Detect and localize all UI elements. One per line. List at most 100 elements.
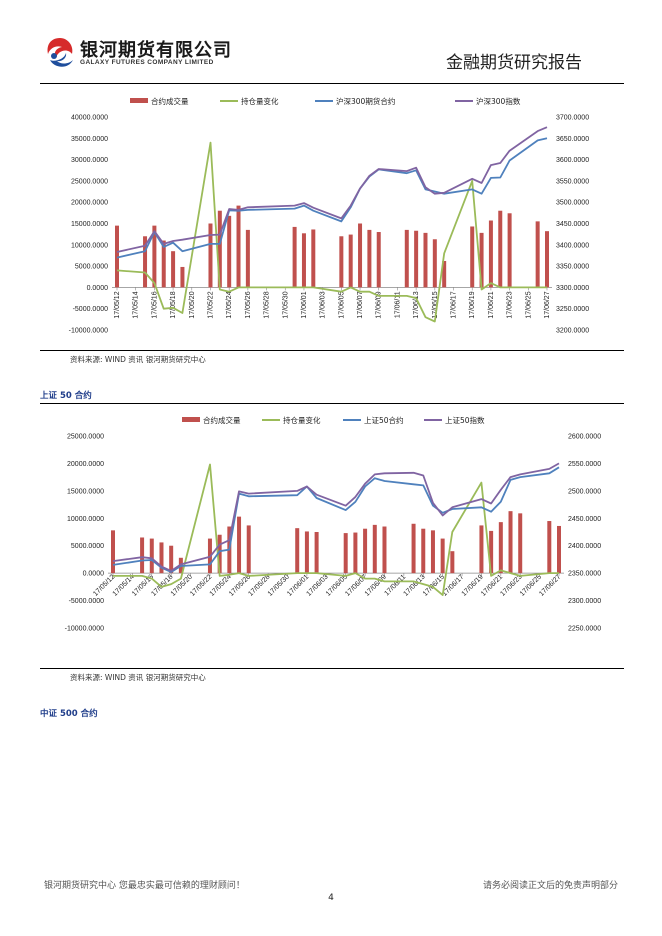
legend-label: 上证50指数 <box>445 415 485 425</box>
report-title: 金融期货研究报告 <box>446 53 582 73</box>
volume-bar <box>363 528 368 574</box>
y-right-tick-label: 3250.0000 <box>556 306 589 313</box>
hs300-chart: 合约成交量 持仓量变化 沪深300期货合约 沪深300指数 -10000.0000 -50… <box>40 88 624 350</box>
volume-bar <box>414 230 419 288</box>
volume-bar <box>111 530 115 574</box>
volume-bar <box>488 220 493 288</box>
logo-chinese-name: 银河期货有限公司 <box>80 40 232 61</box>
y-right-tick-label: 3500.0000 <box>556 200 589 207</box>
volume-bar <box>140 537 145 574</box>
x-tick-label: 17/05/18 <box>170 291 177 318</box>
series-line-1 <box>116 141 547 323</box>
volume-bar <box>217 534 222 574</box>
volume-bar <box>304 531 309 574</box>
legend-label: 合约成交量 <box>151 96 189 106</box>
y-right-tick-label: 2300.0000 <box>568 598 601 605</box>
volume-bar <box>411 523 416 574</box>
volume-bar <box>246 525 251 574</box>
y-left-tick-label: 0.0000 <box>87 285 109 292</box>
volume-bar <box>143 236 148 288</box>
x-tick-label: 17/05/20 <box>189 291 196 318</box>
y-left-tick-label: -5000.0000 <box>69 598 105 605</box>
volume-bar <box>404 229 409 288</box>
volume-bar <box>237 516 242 574</box>
sz50-chart: 合约成交量 持仓量变化 上证50合约 上证50指数 -10000.0000 -5000.0… <box>40 408 624 668</box>
volume-bar <box>489 530 494 574</box>
volume-bar <box>343 533 348 574</box>
company-logo: 银河期货有限公司 GALAXY FUTURES COMPANY LIMITED <box>44 36 244 72</box>
volume-bar <box>295 528 300 574</box>
y-right-tick-label: 2500.0000 <box>568 488 601 495</box>
volume-bar <box>171 251 176 288</box>
y-right-tick-label: 3650.0000 <box>556 136 589 143</box>
volume-bar <box>376 232 381 288</box>
y-left-tick-label: 10000.0000 <box>71 242 108 249</box>
y-left-tick-label: 35000.0000 <box>71 136 108 143</box>
volume-bar <box>508 511 513 574</box>
footer-slogan: 银河期货研究中心 您最忠实最可信赖的理财顾问！ <box>44 881 245 891</box>
legend-label: 沪深300期货合约 <box>336 96 395 106</box>
volume-bar <box>292 226 297 288</box>
y-left-tick-label: 10000.0000 <box>67 516 104 523</box>
footer-disclaimer: 请务必阅读正文后的免责声明部分 <box>482 881 618 891</box>
volume-bar <box>217 210 222 288</box>
volume-bar <box>479 232 484 288</box>
page-number: 4 <box>328 893 334 903</box>
volume-bar <box>479 525 484 574</box>
volume-bar <box>421 528 426 574</box>
volume-bar <box>208 223 213 288</box>
chart2-source: 资料来源: WIND 资讯 银河期货研究中心 <box>70 673 206 682</box>
y-right-tick-label: 3450.0000 <box>556 221 589 228</box>
volume-bar <box>498 210 503 288</box>
volume-bar <box>367 229 372 288</box>
legend-label: 沪深300指数 <box>476 96 521 106</box>
sz50-section-title: 上证 50 合约 <box>40 391 92 401</box>
volume-bar <box>339 236 344 288</box>
volume-bar <box>314 532 319 574</box>
galaxy-logo-icon <box>47 38 73 67</box>
x-tick-label: 17/05/16 <box>151 291 158 318</box>
x-tick-label: 17/06/05 <box>338 291 345 318</box>
volume-bar <box>518 513 523 574</box>
y-right-tick-label: 3200.0000 <box>556 328 589 335</box>
y-left-tick-label: 15000.0000 <box>71 221 108 228</box>
header-divider <box>40 83 624 84</box>
legend-swatch-0 <box>182 417 200 422</box>
y-right-tick-label: 2350.0000 <box>568 571 601 578</box>
series-line-3 <box>116 126 548 253</box>
series-line-1 <box>113 463 559 597</box>
y-left-tick-label: 20000.0000 <box>71 200 108 207</box>
x-tick-label: 17/06/15 <box>432 291 439 318</box>
volume-bar <box>545 231 549 288</box>
series-line-2 <box>112 466 560 573</box>
x-tick-label: 17/06/27 <box>544 291 551 318</box>
x-tick-label: 17/06/11 <box>394 291 401 318</box>
sz50-chart-svg: 合约成交量 持仓量变化 上证50合约 上证50指数 -10000.0000 -5000.0… <box>65 415 602 633</box>
y-right-tick-label: 3600.0000 <box>556 157 589 164</box>
volume-bar <box>557 525 561 574</box>
chart2-top-divider <box>40 403 624 404</box>
y-right-tick-label: 2600.0000 <box>568 434 601 441</box>
series-line-2 <box>116 137 548 259</box>
y-left-tick-label: -5000.0000 <box>73 306 109 313</box>
x-tick-label: 17/06/19 <box>469 291 476 318</box>
volume-bar <box>353 532 358 574</box>
volume-bar <box>382 526 387 574</box>
y-right-tick-label: 3400.0000 <box>556 242 589 249</box>
volume-bar <box>159 542 164 574</box>
x-tick-label: 17/05/24 <box>226 291 233 318</box>
volume-bar <box>430 530 435 574</box>
x-tick-label: 17/06/23 <box>507 291 514 318</box>
y-left-tick-label: 5000.0000 <box>71 543 104 550</box>
volume-bar <box>169 545 174 574</box>
x-tick-label: 17/06/07 <box>357 291 364 318</box>
chart1-bottom-divider <box>40 350 624 351</box>
volume-bar <box>358 223 363 288</box>
volume-bar <box>236 205 241 288</box>
volume-bar <box>348 234 353 288</box>
y-right-tick-label: 2550.0000 <box>568 461 601 468</box>
hs300-chart-svg: 合约成交量 持仓量变化 沪深300期货合约 沪深300指数 -10000.0000 -50… <box>69 96 590 335</box>
volume-bar <box>180 266 185 288</box>
volume-bar <box>227 215 232 288</box>
volume-bar <box>450 551 455 574</box>
